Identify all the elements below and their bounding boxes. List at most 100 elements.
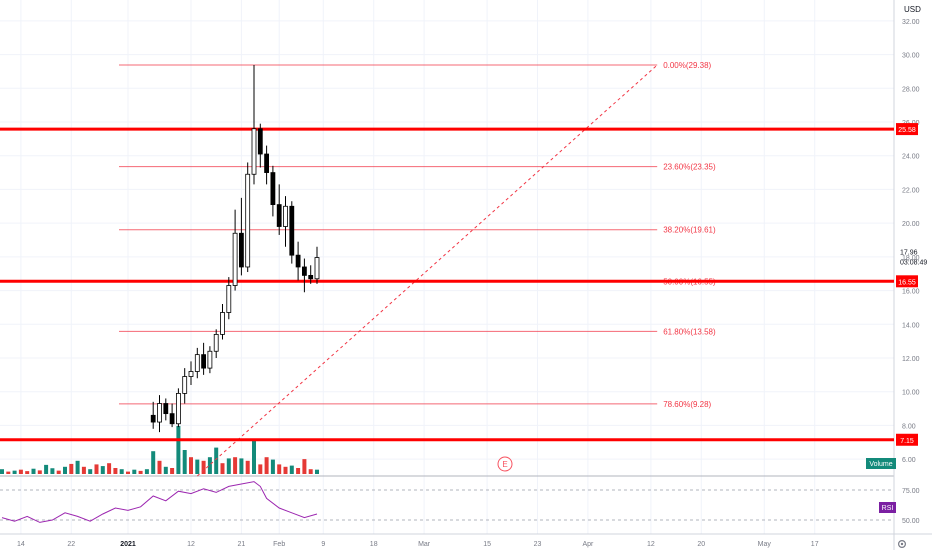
volume-bar bbox=[151, 451, 156, 474]
volume-bar bbox=[283, 466, 288, 474]
volume-bar bbox=[63, 466, 67, 474]
volume-bar bbox=[37, 470, 42, 474]
volume-bar bbox=[163, 466, 168, 474]
volume-bar bbox=[214, 447, 219, 474]
time-tick-label: Apr bbox=[582, 541, 594, 548]
candle-body bbox=[175, 392, 181, 425]
volume-bar bbox=[88, 469, 93, 474]
volume-badge[interactable]: Volume bbox=[866, 458, 896, 469]
gear-icon[interactable] bbox=[897, 539, 906, 548]
volume-bar bbox=[0, 469, 4, 474]
time-tick-label: 22 bbox=[67, 541, 75, 548]
horizontal-lines[interactable] bbox=[0, 127, 894, 442]
volume-bar bbox=[182, 450, 187, 474]
volume-bar bbox=[50, 468, 55, 474]
event-marker-label: E bbox=[502, 460, 507, 469]
price-tick-label: 30.00 bbox=[902, 53, 920, 60]
volume-bar bbox=[264, 457, 269, 474]
price-tick-label: 22.00 bbox=[902, 187, 920, 194]
candle-body bbox=[264, 153, 270, 173]
volume-bar bbox=[81, 466, 86, 474]
candle-body bbox=[194, 354, 200, 372]
volume-bar bbox=[132, 469, 137, 474]
time-tick-label: Feb bbox=[273, 541, 285, 548]
volume-bar bbox=[189, 457, 193, 474]
candle-body bbox=[276, 204, 282, 227]
volume-bar bbox=[18, 469, 23, 474]
fib-level-label: 0.00%(29.38) bbox=[663, 61, 711, 70]
time-tick-label: Mar bbox=[418, 541, 431, 548]
rsi-badge-label: RSI bbox=[882, 505, 894, 512]
volume-bar bbox=[258, 464, 263, 474]
price-label: 25.58 bbox=[898, 127, 916, 134]
rsi-tick-label: 50.00 bbox=[902, 518, 920, 525]
volume-bar bbox=[226, 458, 231, 474]
fibonacci-retracement[interactable]: 0.00%(29.38)23.60%(23.35)38.20%(19.61)50… bbox=[119, 61, 716, 477]
rsi-badge[interactable]: RSI bbox=[879, 502, 896, 513]
volume-bar bbox=[277, 464, 282, 474]
fib-level-label: 38.20%(19.61) bbox=[663, 226, 716, 235]
time-tick-label: May bbox=[758, 541, 772, 548]
volume-bar bbox=[119, 469, 124, 474]
candle-body bbox=[295, 254, 301, 268]
volume-bar bbox=[113, 468, 118, 474]
volume-bar bbox=[69, 463, 74, 474]
earnings-event-marker[interactable]: E bbox=[497, 456, 513, 472]
time-tick-label: 18 bbox=[370, 541, 378, 548]
candle-body bbox=[169, 413, 175, 425]
time-axis[interactable]: 14 22 2021 12 21 Feb 9 18 Mar 15 23 Apr 12 20 May 17 bbox=[17, 541, 819, 548]
volume-bar bbox=[100, 466, 105, 474]
rsi-tick-label: 75.00 bbox=[902, 488, 920, 495]
price-tick-label: 18.00 bbox=[902, 255, 920, 262]
fib-level-label: 61.80%(13.58) bbox=[663, 327, 716, 336]
volume-bar bbox=[239, 458, 244, 474]
candle-body bbox=[283, 205, 288, 227]
candle-body bbox=[163, 403, 169, 415]
candles bbox=[150, 65, 320, 433]
candle-body bbox=[182, 376, 188, 394]
price-label-box bbox=[896, 123, 918, 136]
volume-badge-label: Volume bbox=[869, 461, 892, 468]
volume-bar bbox=[170, 468, 175, 474]
volume-bar bbox=[107, 463, 112, 474]
candle-body bbox=[220, 312, 225, 335]
price-tick-label: 16.00 bbox=[902, 289, 920, 296]
candle-body bbox=[257, 128, 263, 155]
price-tick-label: 14.00 bbox=[902, 322, 920, 329]
volume-bar bbox=[44, 464, 49, 474]
rsi-pane bbox=[0, 481, 894, 523]
price-tick-label: 24.00 bbox=[902, 154, 920, 161]
last-price-label: 17.96 bbox=[900, 250, 918, 257]
candle-body bbox=[226, 285, 232, 313]
candle-body bbox=[238, 232, 244, 268]
volume-bar bbox=[176, 426, 181, 474]
candle-body bbox=[308, 274, 314, 280]
time-tick-label: 12 bbox=[187, 541, 195, 548]
volume-bar bbox=[207, 457, 212, 474]
volume-bar bbox=[138, 470, 143, 474]
currency-label-group[interactable]: USD bbox=[904, 5, 921, 14]
candle-body bbox=[251, 128, 257, 175]
volume-bar bbox=[195, 459, 200, 474]
price-tick-label: 12.00 bbox=[902, 356, 920, 363]
price-axis[interactable]: 6.00 8.00 10.00 12.00 14.00 16.00 18.00 20.00 22… bbox=[896, 19, 927, 525]
volume-bar bbox=[220, 463, 225, 474]
volume-bar bbox=[25, 471, 30, 474]
price-tick-label: 20.00 bbox=[902, 221, 920, 228]
fib-level-label: 23.60%(23.35) bbox=[663, 163, 716, 172]
currency-label[interactable]: USD bbox=[904, 5, 921, 14]
time-tick-label: 23 bbox=[534, 541, 542, 548]
candle-body bbox=[207, 350, 213, 369]
price-label: 16.55 bbox=[898, 279, 916, 286]
candle-body bbox=[188, 371, 194, 377]
time-tick-label: 17 bbox=[811, 541, 819, 548]
candle-body bbox=[301, 266, 307, 276]
candle-body bbox=[157, 403, 162, 423]
rsi-line bbox=[1, 481, 318, 523]
volume-bar bbox=[289, 465, 294, 474]
price-label: 7.15 bbox=[900, 438, 914, 445]
countdown-label: 03:08:49 bbox=[900, 260, 927, 267]
